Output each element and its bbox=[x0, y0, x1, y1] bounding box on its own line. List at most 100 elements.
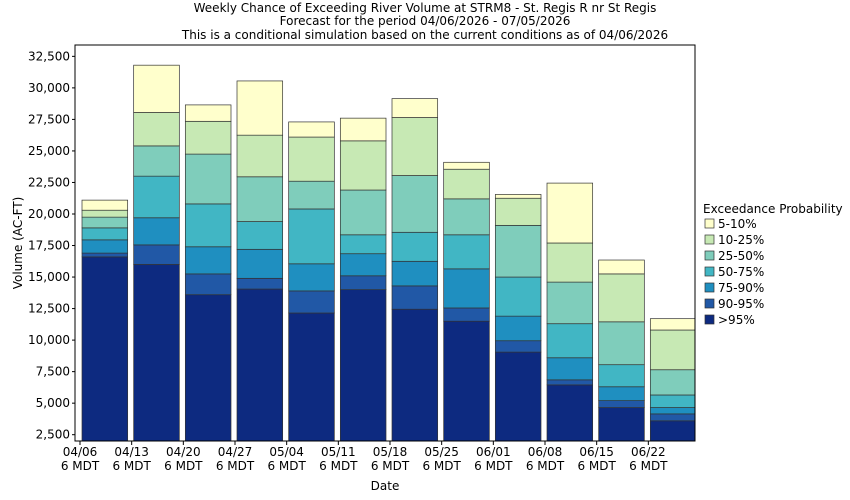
x-tick-label: 05/18 6 MDT bbox=[371, 445, 410, 473]
legend-swatch bbox=[704, 250, 715, 261]
bar-segment bbox=[339, 117, 387, 142]
bar-segment bbox=[546, 357, 594, 381]
bar-segment bbox=[391, 285, 439, 310]
bar-segment bbox=[81, 227, 129, 241]
bar-segment bbox=[339, 189, 387, 236]
bar-segment bbox=[546, 384, 594, 441]
x-tick-time: 6 MDT bbox=[216, 459, 255, 473]
bar-segment bbox=[391, 231, 439, 262]
bar-segment bbox=[339, 253, 387, 277]
x-tick-label: 06/15 6 MDT bbox=[577, 445, 616, 473]
bar-segment bbox=[236, 221, 284, 250]
legend-label: >95% bbox=[718, 313, 755, 327]
bar-segment bbox=[133, 264, 180, 441]
bar-segment bbox=[494, 340, 542, 353]
legend-title: Exceedance Probability bbox=[703, 202, 843, 216]
chart-subtitle: Forecast for the period 04/06/2026 - 07/… bbox=[280, 14, 571, 28]
x-tick-time: 6 MDT bbox=[526, 459, 565, 473]
x-tick-date: 06/01 bbox=[476, 445, 511, 459]
bar-segment bbox=[391, 175, 439, 233]
x-tick-date: 04/06 bbox=[63, 445, 98, 459]
legend-swatch bbox=[704, 314, 715, 325]
x-tick-time: 6 MDT bbox=[112, 459, 151, 473]
bar-segment bbox=[391, 98, 439, 118]
x-tick-label: 04/27 6 MDT bbox=[216, 445, 255, 473]
bar-segment bbox=[494, 315, 542, 342]
legend-swatch bbox=[704, 218, 715, 229]
bar-segment bbox=[184, 153, 232, 205]
x-tick-time: 6 MDT bbox=[319, 459, 358, 473]
y-axis-label: Volume (AC-FT) bbox=[11, 197, 25, 290]
bar-segment bbox=[391, 260, 439, 287]
x-tick-date: 05/18 bbox=[373, 445, 408, 459]
legend-swatch bbox=[704, 234, 715, 245]
x-tick-label: 06/22 6 MDT bbox=[629, 445, 668, 473]
bar-segment bbox=[133, 112, 180, 147]
y-tick-label: 15,000 bbox=[28, 270, 70, 284]
bar-segment bbox=[184, 273, 232, 296]
x-tick-time: 6 MDT bbox=[577, 459, 616, 473]
x-tick-label: 04/06 6 MDT bbox=[61, 445, 100, 473]
y-tick-label: 32,500 bbox=[28, 49, 70, 63]
bar-segment bbox=[236, 248, 284, 279]
bar-segment bbox=[236, 288, 284, 441]
bar-segment bbox=[339, 234, 387, 255]
bar-segment bbox=[598, 400, 645, 408]
bar-segment bbox=[133, 244, 180, 265]
y-tick-label: 10,000 bbox=[28, 333, 70, 347]
x-tick-date: 04/27 bbox=[218, 445, 253, 459]
legend-label: 5-10% bbox=[718, 217, 757, 231]
bar-segment bbox=[133, 217, 180, 246]
x-tick-time: 6 MDT bbox=[371, 459, 410, 473]
x-tick-label: 05/04 6 MDT bbox=[267, 445, 306, 473]
x-tick-date: 06/22 bbox=[631, 445, 666, 459]
bar-segment bbox=[81, 199, 129, 211]
bar-segment bbox=[288, 263, 335, 292]
bar-segment bbox=[546, 242, 594, 283]
bar-segment bbox=[236, 176, 284, 222]
bar-segment bbox=[546, 379, 594, 386]
bar-segment bbox=[598, 273, 645, 323]
bar-segment bbox=[288, 121, 335, 138]
bar-segment bbox=[236, 277, 284, 290]
x-tick-time: 6 MDT bbox=[474, 459, 513, 473]
x-tick-time: 6 MDT bbox=[164, 459, 203, 473]
legend-label: 90-95% bbox=[718, 297, 764, 311]
bar-segment bbox=[288, 208, 335, 265]
chart-title: Weekly Chance of Exceeding River Volume … bbox=[194, 1, 657, 15]
bar-segment bbox=[546, 323, 594, 359]
bar-segment bbox=[133, 145, 180, 177]
plot-frame bbox=[74, 44, 696, 442]
bar-segment bbox=[184, 104, 232, 122]
bars bbox=[81, 64, 695, 441]
y-tick-label: 12,500 bbox=[28, 302, 70, 316]
x-tick-label: 05/11 6 MDT bbox=[319, 445, 358, 473]
y-tick-label: 20,000 bbox=[28, 207, 70, 221]
bar-segment bbox=[443, 268, 490, 309]
bar-segment bbox=[443, 198, 490, 236]
bar-segment bbox=[184, 246, 232, 275]
bar-segment bbox=[391, 308, 439, 441]
x-tick-label: 04/20 6 MDT bbox=[164, 445, 203, 473]
chart-note: This is a conditional simulation based o… bbox=[181, 28, 668, 42]
bar-segment bbox=[81, 256, 129, 441]
bar-segment bbox=[598, 364, 645, 388]
x-tick-time: 6 MDT bbox=[61, 459, 100, 473]
bar-segment bbox=[184, 203, 232, 248]
bar-segment bbox=[649, 329, 695, 371]
bar-segment bbox=[649, 407, 695, 415]
bar-segment bbox=[598, 321, 645, 366]
bar-segment bbox=[494, 276, 542, 317]
x-tick-date: 05/25 bbox=[424, 445, 459, 459]
bar-segment bbox=[339, 140, 387, 191]
bar-segment bbox=[494, 224, 542, 278]
bar-segment bbox=[81, 216, 129, 229]
bar-segment bbox=[443, 168, 490, 200]
bar-segment bbox=[546, 281, 594, 325]
y-tick-label: 17,500 bbox=[28, 239, 70, 253]
y-tick-label: 25,000 bbox=[28, 144, 70, 158]
x-axis-label: Date bbox=[371, 479, 400, 493]
bar-segment bbox=[133, 64, 180, 113]
bar-segment bbox=[494, 351, 542, 441]
